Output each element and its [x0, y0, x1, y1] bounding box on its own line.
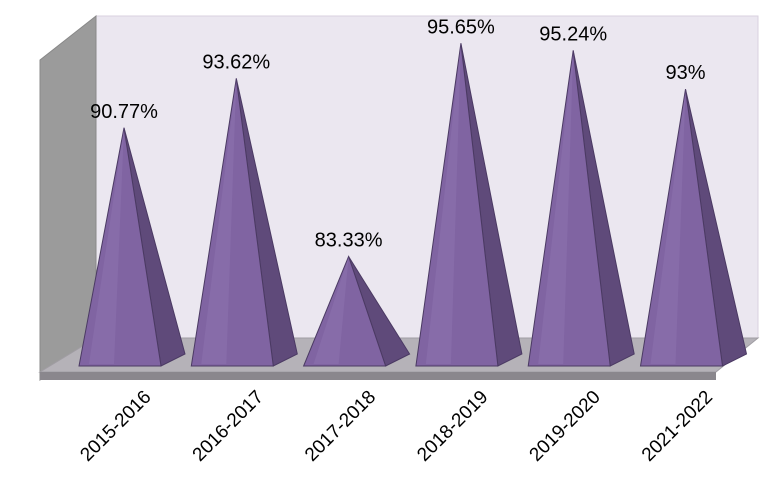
pyramid-2015-2016	[78, 127, 186, 367]
pyramid-front-face	[190, 78, 274, 367]
pyramid-highlight	[538, 50, 574, 365]
pyramid-highlight	[425, 43, 461, 364]
pyramid-2016-2017	[190, 78, 298, 367]
pyramid-front-face	[527, 50, 611, 367]
data-label-2017-2018: 83.33%	[315, 229, 383, 251]
value-labels: 90.77% 93.62% 83.33% 95.65% 95.24% 93%	[90, 16, 706, 251]
category-axis: 2015-2016 2016-2017 2017-2018 2018-2019 2019…	[76, 387, 717, 466]
pyramid-highlight	[201, 78, 237, 364]
tick-label-2017-2018: 2017-2018	[301, 387, 380, 466]
floor-front-edge	[40, 372, 716, 380]
tick-label-2016-2017: 2016-2017	[189, 387, 268, 466]
tick-label-2021-2022: 2021-2022	[638, 387, 717, 466]
pyramid-highlight	[89, 127, 124, 365]
pyramid-front-face	[302, 255, 387, 367]
data-label-2021-2022: 93%	[665, 62, 705, 84]
pyramid-2018-2019	[415, 43, 523, 367]
data-label-2016-2017: 93.62%	[202, 51, 270, 73]
data-label-2015-2016: 90.77%	[90, 101, 158, 123]
pyramid-front-face	[78, 127, 162, 367]
pyramid-marks	[78, 43, 748, 367]
pyramid-front-face	[415, 43, 499, 367]
pyramid-2021-2022	[639, 89, 748, 367]
tick-label-2019-2020: 2019-2020	[526, 387, 605, 466]
tick-label-2018-2019: 2018-2019	[413, 387, 492, 466]
pyramid-highlight	[650, 89, 686, 364]
pyramid-2017-2018	[302, 255, 411, 367]
pyramid-highlight	[313, 256, 349, 364]
pyramid-2019-2020	[527, 50, 635, 367]
data-label-2019-2020: 95.24%	[539, 23, 607, 45]
data-label-2018-2019: 95.65%	[427, 16, 495, 38]
tick-label-2015-2016: 2015-2016	[76, 387, 155, 466]
pyramid-front-face	[639, 89, 724, 367]
